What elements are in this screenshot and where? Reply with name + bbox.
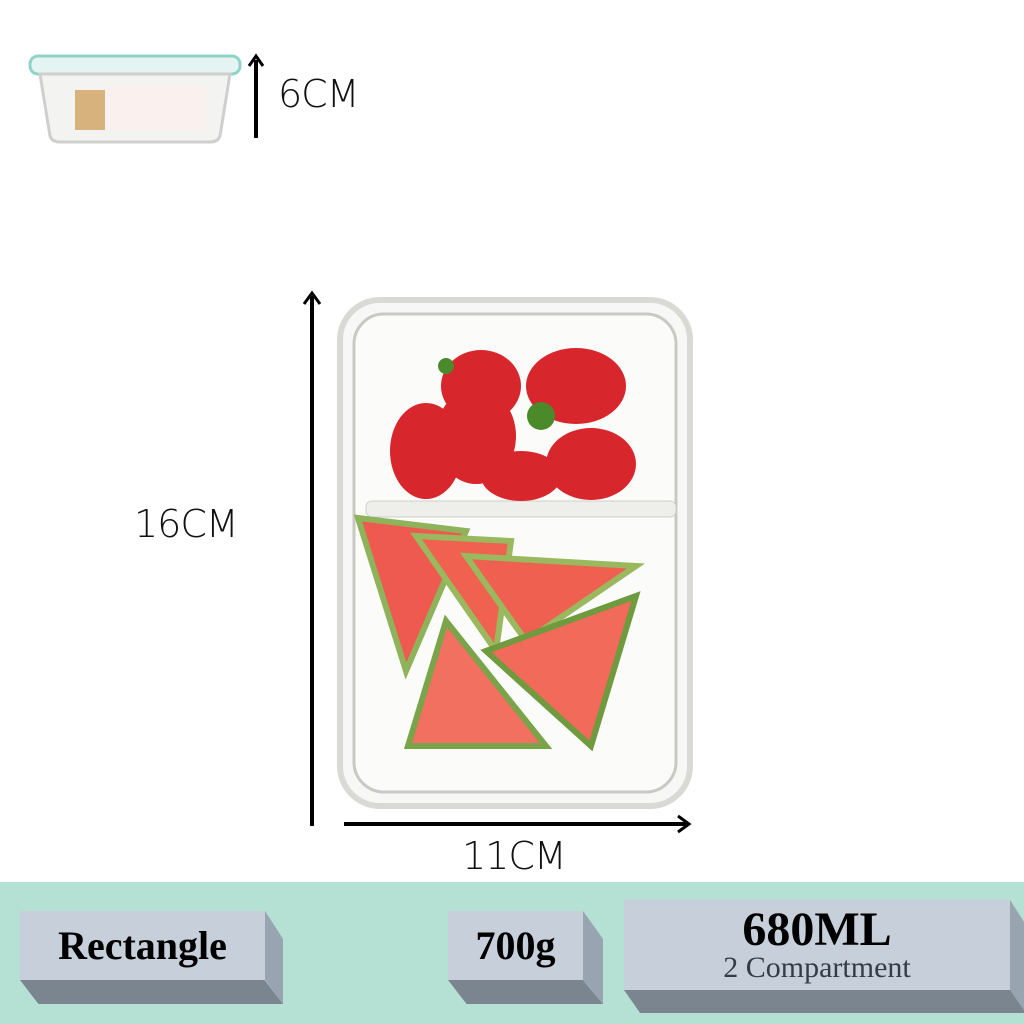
compartment-label: 2 Compartment (723, 951, 911, 984)
height-label: 6CM (278, 72, 359, 116)
length-arrow (302, 290, 322, 826)
container-top-view-image (337, 297, 693, 809)
length-label: 16CM (134, 502, 239, 546)
shape-label: Rectangle (20, 911, 265, 980)
weight-label: 700g (448, 911, 583, 980)
height-arrow (247, 53, 265, 138)
width-label: 11CM (462, 834, 567, 878)
width-arrow (344, 814, 692, 834)
capacity-label: 680ML (742, 903, 892, 956)
container-side-view-image (28, 54, 242, 144)
